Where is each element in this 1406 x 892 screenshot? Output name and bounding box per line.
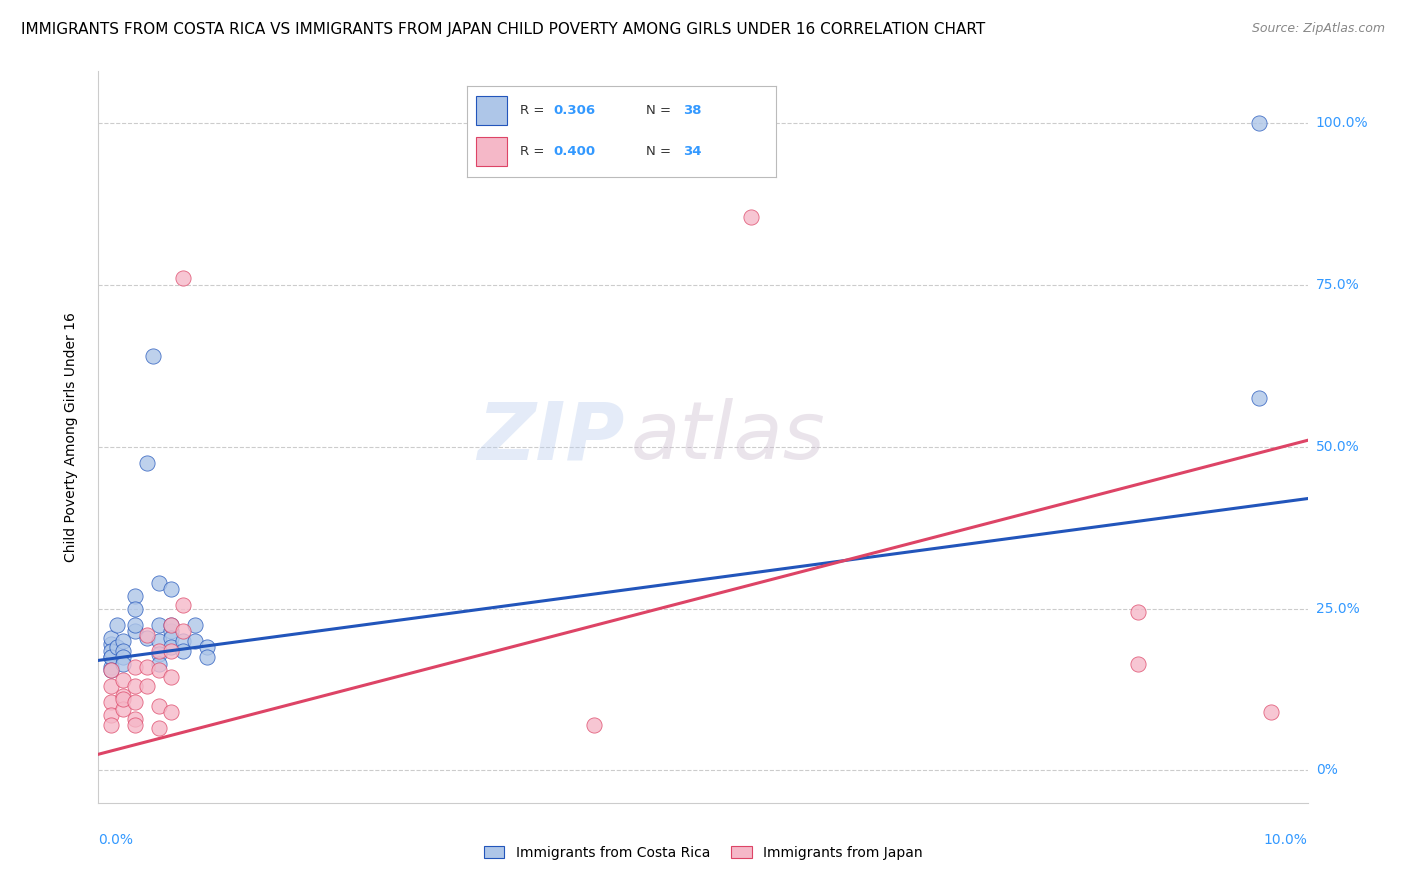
Point bbox=[111, 643, 134, 657]
Text: 100.0%: 100.0% bbox=[1316, 116, 1368, 130]
Text: IMMIGRANTS FROM COSTA RICA VS IMMIGRANTS FROM JAPAN CHILD POVERTY AMONG GIRLS UN: IMMIGRANTS FROM COSTA RICA VS IMMIGRANTS… bbox=[21, 22, 986, 37]
Point bbox=[111, 657, 134, 671]
Point bbox=[148, 617, 170, 632]
Point bbox=[142, 349, 165, 363]
Point bbox=[124, 660, 146, 674]
Text: 75.0%: 75.0% bbox=[1316, 278, 1360, 292]
Point bbox=[135, 660, 157, 674]
Point bbox=[172, 271, 194, 285]
Point bbox=[1249, 391, 1271, 405]
Point bbox=[1249, 116, 1271, 130]
Point bbox=[160, 617, 183, 632]
Point bbox=[160, 643, 183, 657]
Point bbox=[160, 631, 183, 645]
Point bbox=[111, 673, 134, 687]
Point bbox=[172, 643, 194, 657]
Point bbox=[195, 650, 218, 665]
Point bbox=[1128, 657, 1150, 671]
Point bbox=[124, 601, 146, 615]
Point bbox=[184, 634, 207, 648]
Point bbox=[172, 599, 194, 613]
Point bbox=[160, 582, 183, 597]
Point bbox=[100, 650, 122, 665]
Text: ZIP: ZIP bbox=[477, 398, 624, 476]
Point bbox=[124, 712, 146, 726]
Point bbox=[111, 702, 134, 716]
Point bbox=[124, 718, 146, 732]
Point bbox=[124, 617, 146, 632]
Point bbox=[160, 624, 183, 639]
Point bbox=[160, 640, 183, 655]
Text: 10.0%: 10.0% bbox=[1264, 833, 1308, 847]
Point bbox=[124, 679, 146, 693]
Point bbox=[135, 631, 157, 645]
Point bbox=[100, 708, 122, 723]
Point bbox=[100, 660, 122, 674]
Point bbox=[100, 650, 122, 665]
Text: atlas: atlas bbox=[630, 398, 825, 476]
Point bbox=[111, 689, 134, 703]
Point bbox=[160, 617, 183, 632]
Point bbox=[111, 634, 134, 648]
Point bbox=[172, 624, 194, 639]
Point bbox=[100, 663, 122, 677]
Point bbox=[105, 640, 128, 655]
Point bbox=[100, 718, 122, 732]
Y-axis label: Child Poverty Among Girls Under 16: Child Poverty Among Girls Under 16 bbox=[63, 312, 77, 562]
Point bbox=[148, 643, 170, 657]
Point bbox=[100, 663, 122, 677]
Point bbox=[148, 647, 170, 661]
Point bbox=[111, 692, 134, 706]
Point bbox=[100, 679, 122, 693]
Point bbox=[1128, 605, 1150, 619]
Text: Source: ZipAtlas.com: Source: ZipAtlas.com bbox=[1251, 22, 1385, 36]
Text: 0.0%: 0.0% bbox=[98, 833, 134, 847]
Point bbox=[124, 624, 146, 639]
Point bbox=[105, 617, 128, 632]
Point bbox=[111, 650, 134, 665]
Point bbox=[583, 718, 606, 732]
Text: 25.0%: 25.0% bbox=[1316, 601, 1360, 615]
Point bbox=[148, 698, 170, 713]
Point bbox=[135, 627, 157, 641]
Point bbox=[195, 640, 218, 655]
Point bbox=[148, 657, 170, 671]
Point bbox=[100, 643, 122, 657]
Point bbox=[1260, 705, 1282, 719]
Point bbox=[100, 637, 122, 651]
Point bbox=[124, 696, 146, 710]
Text: 50.0%: 50.0% bbox=[1316, 440, 1360, 454]
Point bbox=[184, 617, 207, 632]
Point bbox=[100, 696, 122, 710]
Point bbox=[160, 705, 183, 719]
Point bbox=[100, 631, 122, 645]
Point bbox=[148, 634, 170, 648]
Point bbox=[148, 575, 170, 590]
Point bbox=[740, 210, 762, 224]
Point bbox=[740, 116, 762, 130]
Text: 0%: 0% bbox=[1316, 764, 1337, 778]
Point bbox=[148, 722, 170, 736]
Point bbox=[148, 663, 170, 677]
Legend: Immigrants from Costa Rica, Immigrants from Japan: Immigrants from Costa Rica, Immigrants f… bbox=[478, 840, 928, 865]
Point bbox=[135, 679, 157, 693]
Point bbox=[135, 456, 157, 470]
Point bbox=[160, 669, 183, 683]
Point bbox=[124, 589, 146, 603]
Point bbox=[172, 634, 194, 648]
